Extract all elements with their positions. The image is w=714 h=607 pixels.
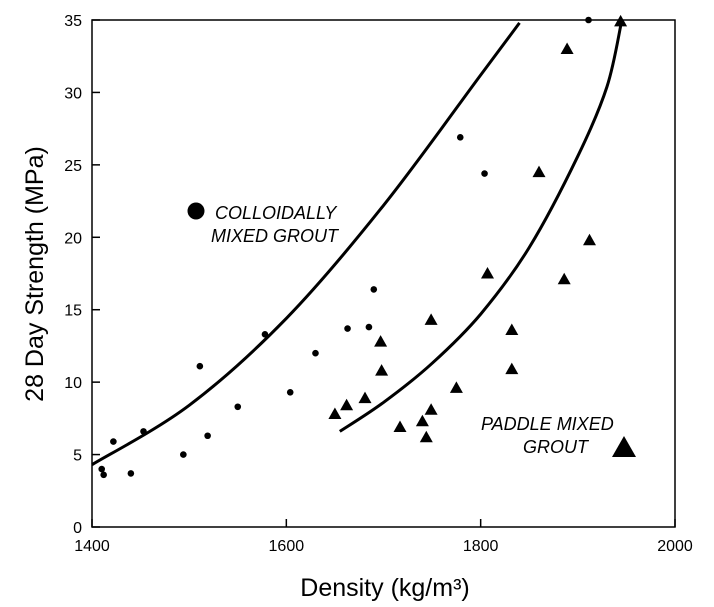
paddle-point	[583, 233, 596, 246]
y-tick-label: 5	[73, 448, 82, 465]
paddle-point	[358, 391, 372, 404]
paddle-point	[532, 165, 546, 178]
paddle-point	[393, 420, 407, 432]
plot-frame	[91, 19, 676, 528]
x-axis-title: Density (kg/m³)	[300, 574, 469, 602]
y-tick-label: 30	[64, 85, 82, 102]
colloidal-point	[481, 170, 488, 177]
paddle-point	[419, 430, 433, 443]
y-tick-label: 35	[64, 13, 82, 30]
legend-paddle: PADDLE MIXED GROUT	[481, 414, 636, 457]
colloidal-point	[140, 428, 147, 435]
y-tick-label: 25	[64, 158, 82, 175]
colloidal-point	[344, 325, 351, 332]
colloidal-point	[204, 432, 211, 440]
legend-circle-marker	[187, 202, 205, 220]
paddle-point	[560, 42, 574, 54]
paddle-point	[481, 267, 494, 279]
colloidal-point	[365, 323, 373, 331]
legend-paddle-line1: PADDLE MIXED	[481, 414, 614, 434]
legend-colloidal-line2: MIXED GROUT	[211, 226, 340, 246]
legend-colloidal-line1: COLLOIDALLY	[215, 203, 338, 223]
x-tick-label: 1800	[463, 538, 499, 555]
legend-triangle-marker	[612, 436, 636, 457]
paddle-point	[614, 14, 628, 27]
legend-colloidal: COLLOIDALLY MIXED GROUT	[187, 202, 340, 246]
colloidal-point	[585, 16, 592, 24]
colloidal-point	[261, 331, 269, 338]
colloidal-point	[234, 403, 242, 411]
paddle-point	[449, 381, 463, 393]
colloidal-point	[286, 388, 294, 396]
paddle-point	[374, 335, 388, 347]
colloidal-point	[196, 362, 204, 370]
colloidal-point	[312, 349, 319, 357]
paddle-point	[328, 407, 342, 419]
fit-curve-colloidal	[91, 22, 521, 466]
paddle-point	[505, 323, 519, 335]
paddle-point	[340, 398, 354, 411]
x-tick-label: 2000	[657, 538, 693, 555]
paddle-point	[505, 362, 519, 375]
paddle-point	[424, 403, 438, 415]
y-tick-label: 15	[64, 303, 82, 320]
paddle-point	[424, 313, 438, 325]
fit-curve-paddle	[338, 21, 624, 433]
legend-paddle-line2: GROUT	[523, 437, 590, 457]
y-tick-label: 20	[64, 230, 82, 247]
fit-curves	[91, 21, 624, 466]
colloidal-point	[98, 465, 106, 473]
y-tick-label: 10	[64, 375, 82, 392]
y-axis-title: 28 Day Strength (MPa)	[21, 146, 49, 402]
paddle-point	[375, 364, 389, 376]
data-markers	[98, 14, 628, 479]
colloidal-point	[180, 451, 187, 458]
colloidal-point	[127, 470, 135, 477]
colloidal-point	[370, 286, 378, 293]
paddle-point	[557, 272, 571, 285]
colloidal-point	[100, 471, 107, 479]
y-tick-label: 0	[73, 520, 82, 537]
axis-ticks: 1400 1600 1800 2000 0 5 10 15 20 25 30 35	[64, 13, 693, 555]
x-tick-label: 1400	[74, 538, 110, 555]
paddle-point	[415, 414, 429, 427]
x-tick-label: 1600	[269, 538, 305, 555]
colloidal-point	[110, 438, 117, 445]
colloidal-point	[456, 134, 464, 141]
